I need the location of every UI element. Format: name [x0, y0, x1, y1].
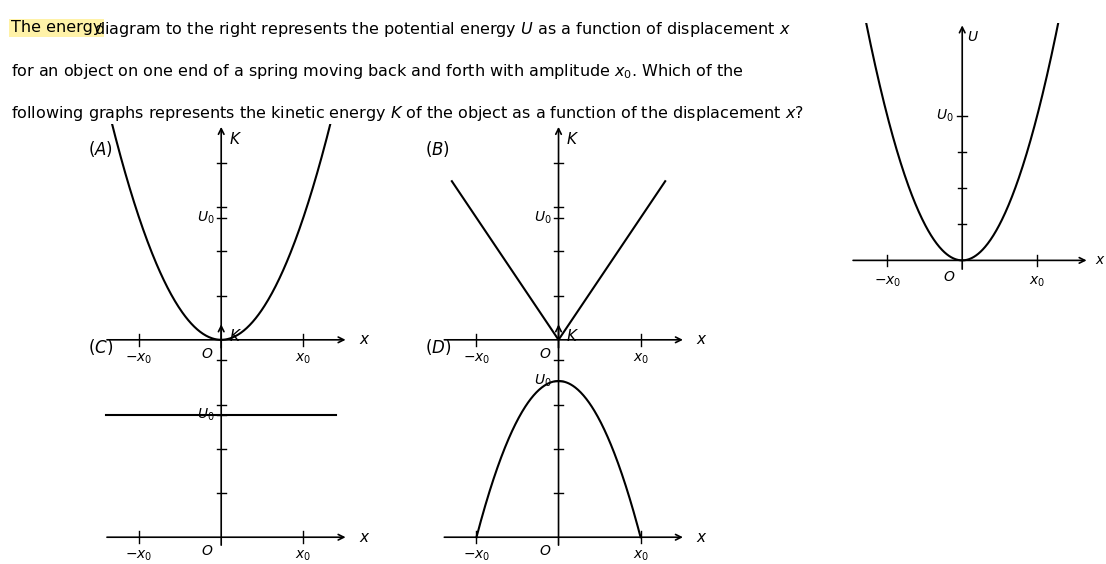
Text: $-x_0$: $-x_0$ [874, 275, 901, 289]
Text: $x_0$: $x_0$ [295, 351, 311, 366]
Text: $K$: $K$ [566, 328, 580, 344]
Text: $x_0$: $x_0$ [295, 549, 311, 563]
Text: $x$: $x$ [696, 530, 708, 545]
Text: $U_0$: $U_0$ [534, 210, 552, 226]
Text: $O$: $O$ [943, 271, 956, 284]
Text: $O$: $O$ [539, 544, 551, 558]
Text: $(A)$: $(A)$ [87, 139, 113, 159]
Text: $O$: $O$ [201, 544, 213, 558]
Text: $x$: $x$ [696, 332, 708, 347]
Text: $U$: $U$ [967, 30, 979, 43]
Text: $x$: $x$ [358, 332, 371, 347]
Text: $x_0$: $x_0$ [633, 549, 648, 563]
Text: $K$: $K$ [229, 130, 242, 147]
Text: $(C)$: $(C)$ [87, 337, 113, 356]
Text: $K$: $K$ [566, 130, 580, 147]
Text: $x$: $x$ [1095, 253, 1106, 267]
Text: $(B)$: $(B)$ [425, 139, 450, 159]
Text: for an object on one end of a spring moving back and forth with amplitude $x_0$.: for an object on one end of a spring mov… [11, 62, 744, 81]
Text: $-x_0$: $-x_0$ [462, 351, 490, 366]
Text: $x$: $x$ [358, 530, 371, 545]
Text: $-x_0$: $-x_0$ [462, 549, 490, 563]
Text: $O$: $O$ [201, 347, 213, 360]
Text: $U_0$: $U_0$ [197, 407, 215, 424]
Text: The energy: The energy [11, 20, 103, 36]
Text: $-x_0$: $-x_0$ [125, 549, 153, 563]
Text: $U_0$: $U_0$ [197, 210, 215, 226]
Text: $U_0$: $U_0$ [936, 108, 953, 125]
Text: diagram to the right represents the potential energy $U$ as a function of displa: diagram to the right represents the pote… [94, 20, 791, 39]
Text: $(D)$: $(D)$ [425, 337, 451, 356]
Text: $x_0$: $x_0$ [633, 351, 648, 366]
Text: $x_0$: $x_0$ [1029, 275, 1045, 289]
Text: $K$: $K$ [229, 328, 242, 344]
Text: $O$: $O$ [539, 347, 551, 360]
Text: $-x_0$: $-x_0$ [125, 351, 153, 366]
Text: $U_0$: $U_0$ [534, 373, 552, 389]
Text: following graphs represents the kinetic energy $K$ of the object as a function o: following graphs represents the kinetic … [11, 104, 804, 123]
